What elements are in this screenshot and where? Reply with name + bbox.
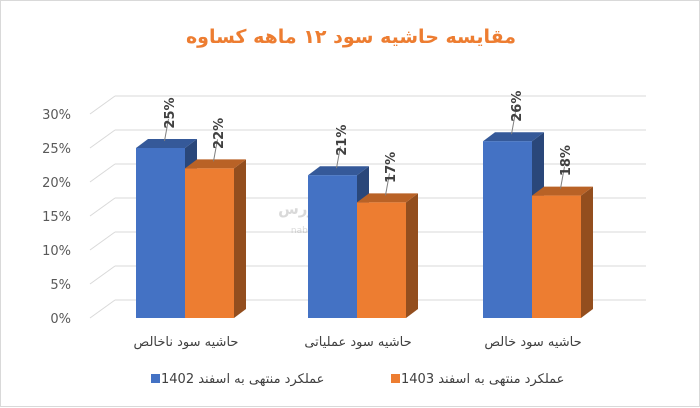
bar-top (532, 186, 593, 196)
gridline-depth (89, 95, 116, 115)
y-tick-label: 25% (42, 142, 71, 157)
data-label: 25% (163, 97, 178, 128)
data-label-leader (336, 146, 341, 169)
y-tick-label: 0% (50, 312, 71, 327)
gridline-depth (89, 299, 116, 319)
data-label: 22% (212, 118, 227, 149)
chart-title: مقایسه حاشیه سود ۱۲ ماهه کساوه (186, 26, 516, 48)
y-axis-ticks: 0% 5% 10% 15% 20% 25% 30% (42, 108, 71, 327)
gridline-depth (89, 231, 116, 251)
category-label: حاشیه سود ناخالص (134, 335, 239, 350)
gridline-depth (89, 197, 116, 217)
legend: عملکرد منتهی به اسفند 1402 عملکرد منتهی ب… (151, 372, 564, 387)
bar-top (308, 166, 369, 176)
category-label: حاشیه سود عملیاتی (304, 335, 411, 350)
gridline-depth (89, 265, 116, 285)
legend-label: عملکرد منتهی به اسفند 1403 (401, 372, 564, 387)
bar-top (483, 132, 544, 142)
bar-side (581, 186, 593, 318)
bar-top (136, 139, 197, 148)
data-label: 21% (335, 125, 350, 156)
y-tick-label: 15% (42, 210, 71, 225)
y-tick-label: 20% (42, 176, 71, 191)
bar (483, 141, 532, 318)
data-label-leader (560, 166, 565, 189)
category-label: حاشیه سود خالص (484, 335, 581, 350)
gridline-depth (89, 129, 116, 149)
data-label-leader (164, 118, 169, 142)
data-labels: 25% 22% 21% 17% 26% 18% (163, 91, 574, 196)
bar (136, 148, 185, 318)
bar-top (357, 193, 418, 203)
y-tick-label: 10% (42, 244, 71, 259)
data-label-leader (385, 173, 390, 196)
bar-side (234, 159, 246, 318)
y-tick-label: 30% (42, 108, 71, 123)
bars (136, 132, 593, 318)
data-label: 26% (510, 91, 525, 122)
data-label-leader (511, 112, 516, 135)
y-tick-label: 5% (50, 278, 71, 293)
bar (308, 175, 357, 318)
bar-top (185, 159, 246, 169)
legend-swatch (391, 374, 400, 383)
bar-side (406, 193, 418, 318)
bar (357, 202, 406, 318)
data-label-leader (213, 139, 218, 162)
bar (185, 168, 234, 318)
x-axis-categories: حاشیه سود ناخالص حاشیه سود عملیاتی حاشیه س… (134, 335, 582, 350)
legend-swatch (151, 374, 160, 383)
legend-label: عملکرد منتهی به اسفند 1402 (161, 372, 324, 387)
gridline-depth (89, 163, 116, 183)
data-label: 18% (559, 145, 574, 176)
bar (532, 195, 581, 318)
data-label: 17% (384, 152, 399, 183)
